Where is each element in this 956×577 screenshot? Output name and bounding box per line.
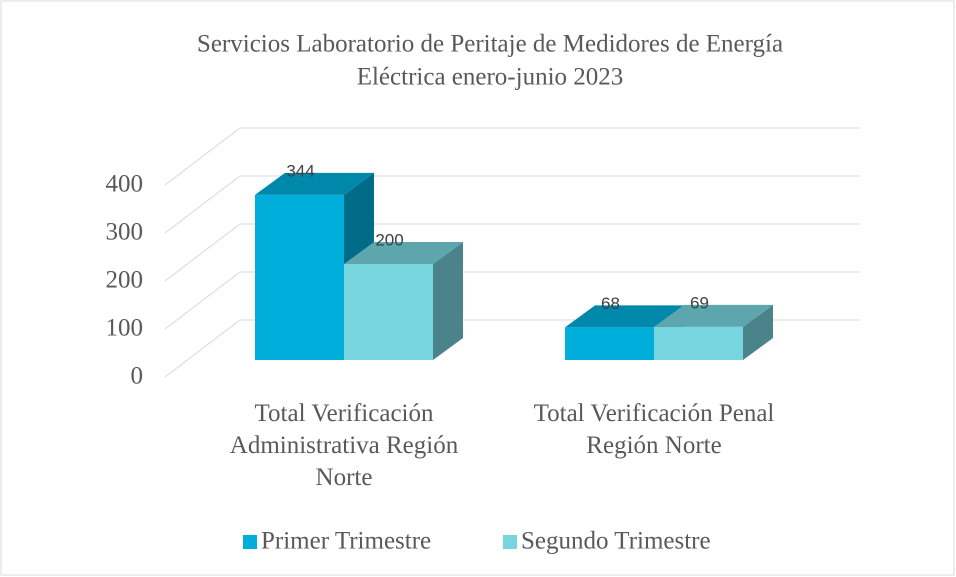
y-tick-label: 0 [131, 363, 144, 390]
chart-title: Servicios Laboratorio de Peritaje de Med… [197, 31, 783, 58]
bar [255, 172, 374, 360]
bar-side [743, 304, 773, 360]
y-tick-label: 100 [106, 315, 144, 342]
bar-top [654, 304, 773, 327]
data-label: 69 [690, 293, 709, 312]
data-label: 68 [601, 294, 620, 313]
legend-swatch [503, 535, 517, 549]
bar [344, 242, 463, 360]
bar [654, 304, 773, 360]
grid-line [164, 127, 241, 186]
y-tick-label: 300 [106, 219, 144, 246]
bar-top [344, 242, 463, 264]
bar-top [565, 305, 684, 328]
legend-label: Primer Trimestre [261, 528, 431, 555]
legend-label: Segundo Trimestre [521, 528, 711, 555]
bar-front [255, 194, 344, 360]
bar-front [344, 264, 433, 360]
y-tick-label: 200 [106, 267, 144, 294]
bar-front [565, 327, 654, 360]
x-tick-label: Total Verificación Penal Región Norte [533, 400, 775, 459]
legend-swatch [243, 535, 257, 549]
data-label: 344 [286, 161, 314, 180]
grid-line [164, 319, 241, 378]
x-tick-label: Total Verificación Administrativa Región… [229, 400, 459, 491]
bar-top [255, 172, 374, 195]
data-label: 200 [375, 230, 403, 249]
grid-line [164, 223, 241, 282]
chart-title: Eléctrica enero-junio 2023 [357, 64, 624, 91]
bar-side [433, 242, 463, 360]
y-tick-label: 400 [106, 171, 144, 198]
bar-front [654, 326, 743, 360]
grid-line [164, 175, 241, 234]
grid-line [164, 271, 241, 330]
